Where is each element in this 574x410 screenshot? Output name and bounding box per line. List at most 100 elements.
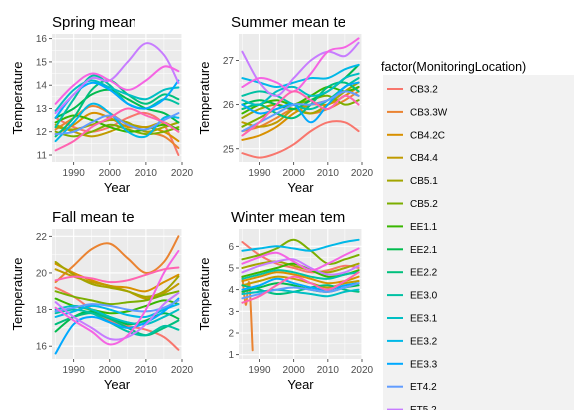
legend-label: ET5.2 [410,405,437,410]
legend-label: EE2.1 [410,245,438,256]
legend-label: CB3.2 [410,85,438,96]
y-tick-label: 11 [37,151,48,162]
legend-item: CB5.1 [385,170,438,191]
x-tick-label: 2020 [351,168,374,179]
chart-title: Fall mean temperature by site MD Chesape… [52,209,397,226]
chart-title: Winter mean temperature by site MD Chesa… [231,209,574,226]
y-tick-label: 13 [36,104,48,115]
x-tick-label: 1990 [63,168,86,179]
x-tick-label: 2000 [99,168,122,179]
legend-item: CB3.3W [385,101,448,122]
legend-item: EE3.1 [385,308,438,328]
series-line-13 [241,282,360,300]
series-line-16 [241,271,360,304]
series-line-12 [54,297,180,355]
x-tick-label: 2010 [317,365,340,376]
series-line-15 [241,247,360,272]
legend-item: EE2.1 [385,239,438,260]
x-tick-label: 1990 [248,365,271,376]
y-tick-label: 25 [223,144,235,155]
series-line-3 [241,275,360,289]
y-tick-label: 4 [228,285,234,296]
series-line-13 [54,299,180,313]
series-line-11 [54,102,180,143]
series-line-16 [54,266,180,284]
y-tick-label: 12 [36,127,48,138]
legend-label: EE3.1 [410,314,438,325]
series-line-14 [241,258,360,276]
y-tick-label: 26 [223,100,235,111]
y-tick-label: 27 [223,56,235,67]
series-line-12 [241,81,360,124]
y-tick-label: 20 [36,268,48,279]
series-line-15 [54,250,180,346]
legend-item: EE2.2 [385,262,438,283]
series-group [54,235,180,355]
y-tick-label: 1 [228,350,234,361]
legend-label: EE3.0 [410,291,438,302]
series-line-1 [54,235,180,284]
x-axis-title: Year [104,180,131,195]
series-line-12 [241,277,360,291]
legend-label: EE2.2 [410,268,438,279]
panel-background [239,34,362,162]
x-tick-label: 1990 [63,365,86,376]
series-line-11 [54,303,180,319]
y-axis-title: Temperature [10,62,25,135]
panel-3: 1 2 3 4 5 6 1990 2000 2010 2020 Year Temperature Win… [197,209,574,392]
chart-title: Spring mean temperature by site MD Chesa… [52,14,416,31]
y-tick-label: 14 [36,81,48,92]
panel-1: 25 26 27 1990 2000 2010 2020 Year Temperature Sum… [197,14,574,195]
legend-label: EE1.1 [410,222,438,233]
panel-0: 11 12 13 14 15 16 1990 2000 2010 2020 Year Temperat… [10,14,416,195]
legend-label: EE3.3 [410,359,438,370]
series-line-9 [54,308,180,337]
series-line-16 [241,90,360,137]
series-line-5 [241,238,360,265]
series-group [54,42,180,156]
y-tick-label: 18 [36,305,48,316]
legend-background [383,75,574,410]
legend-label: CB4.2C [410,130,445,141]
y-tick-label: 15 [36,57,48,68]
legend-key-background [385,399,405,410]
x-tick-label: 2020 [171,168,194,179]
legend-item: EE3.2 [385,330,438,351]
y-tick-label: 5 [228,264,234,275]
series-line-10 [54,79,180,112]
x-axis-title: Year [287,377,314,392]
legend-label: CB5.2 [410,199,438,210]
series-line-14 [54,292,180,341]
legend-label: ET4.2 [410,382,437,393]
series-line-14 [241,41,360,97]
legend-label: CB3.3W [410,107,448,118]
x-tick-label: 2000 [99,365,122,376]
x-axis-title: Year [104,377,131,392]
series-line-8 [54,312,180,337]
series-line-4 [241,260,360,274]
series-line-2 [54,262,180,293]
series-line-9 [241,269,360,280]
y-axis-title: Temperature [197,258,212,331]
series-line-16 [54,107,180,152]
x-tick-label: 2010 [135,365,158,376]
series-line-11 [241,238,360,252]
series-line-5 [241,94,360,128]
series-group [241,37,360,159]
y-tick-label: 22 [36,232,48,243]
x-tick-label: 2000 [283,365,306,376]
legend-item: EE3.0 [385,285,438,306]
y-tick-label: 6 [228,242,234,253]
series-line-14 [54,42,180,115]
chart-title: Summer mean temperature by site MD Chesa… [231,14,574,31]
x-tick-label: 2000 [283,168,306,179]
series-line-15 [54,65,180,105]
series-line-10 [241,288,360,298]
y-tick-label: 3 [228,307,234,318]
legend-title: factor(MonitoringLocation) [381,60,526,74]
x-tick-label: 1990 [248,168,271,179]
legend-item: CB4.2C [385,124,445,145]
y-tick-label: 2 [228,329,234,340]
